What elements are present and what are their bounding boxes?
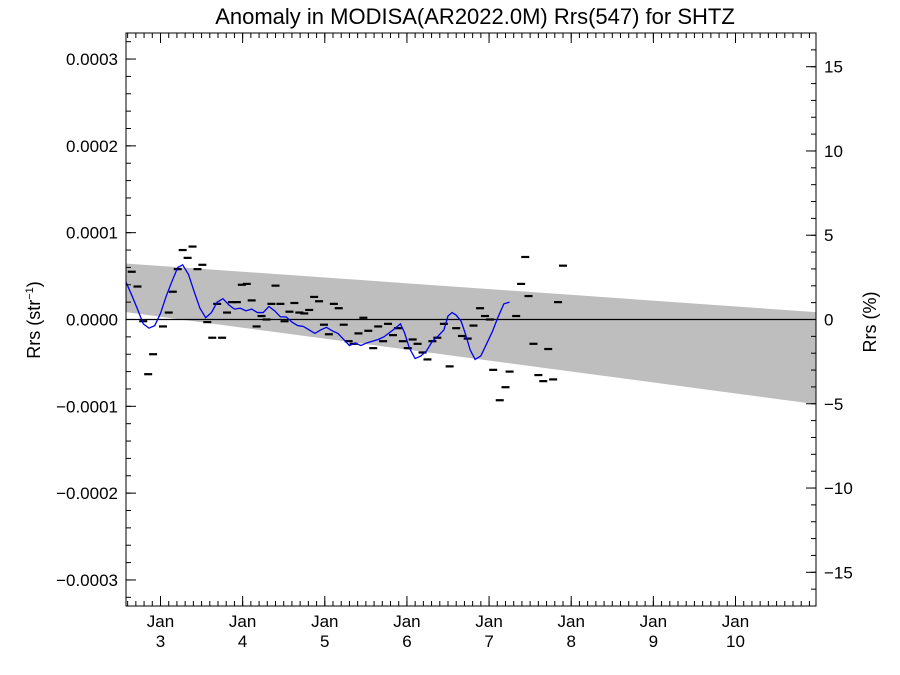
right-tick-label: 5 <box>824 226 833 245</box>
smoothed-anomaly-line <box>125 263 510 361</box>
right-tick-label: 0 <box>824 311 833 330</box>
right-tick-label: 15 <box>824 58 843 77</box>
confidence-band <box>126 263 816 405</box>
right-tick-label: −10 <box>824 479 853 498</box>
left-axis-label: Rrs (str−1) <box>24 281 44 359</box>
left-axis: 0.0003 0.0002 0.0001 0.0000 −0.0001 −0.0002 −0… <box>56 41 136 598</box>
x-tick-month-label: Jan <box>475 612 502 631</box>
left-tick-label: −0.0003 <box>56 571 118 590</box>
x-tick-day-label: 6 <box>402 632 411 651</box>
x-tick-day-label: 4 <box>238 632 247 651</box>
x-tick-month-label: Jan <box>722 612 749 631</box>
x-tick-day-label: 9 <box>649 632 658 651</box>
x-tick-day-label: 10 <box>726 632 745 651</box>
left-tick-label: 0.0001 <box>66 224 118 243</box>
x-tick-month-label: Jan <box>147 612 174 631</box>
plot-area <box>125 32 817 607</box>
right-tick-label: −15 <box>824 563 853 582</box>
right-tick-label: −5 <box>824 395 843 414</box>
left-tick-label: 0.0000 <box>66 311 118 330</box>
right-axis: 15 10 5 0 −5 −10 −15 <box>806 49 853 590</box>
chart-title: Anomaly in MODISA(AR2022.0M) Rrs(547) fo… <box>215 4 735 29</box>
anomaly-points <box>127 245 567 402</box>
left-tick-label: 0.0002 <box>66 137 118 156</box>
x-tick-month-label: Jan <box>311 612 338 631</box>
x-tick-month-label: Jan <box>558 612 585 631</box>
right-axis-label: Rrs (%) <box>860 292 880 353</box>
x-tick-day-label: 3 <box>156 632 165 651</box>
left-tick-label: 0.0003 <box>66 50 118 69</box>
x-tick-month-label: Jan <box>640 612 667 631</box>
left-tick-label: −0.0002 <box>56 484 118 503</box>
right-tick-label: 10 <box>824 142 843 161</box>
left-tick-label: −0.0001 <box>56 397 118 416</box>
x-tick-month-label: Jan <box>393 612 420 631</box>
x-tick-month-label: Jan <box>229 612 256 631</box>
x-tick-day-label: 7 <box>484 632 493 651</box>
x-tick-day-label: 5 <box>320 632 329 651</box>
x-tick-day-label: 8 <box>566 632 575 651</box>
